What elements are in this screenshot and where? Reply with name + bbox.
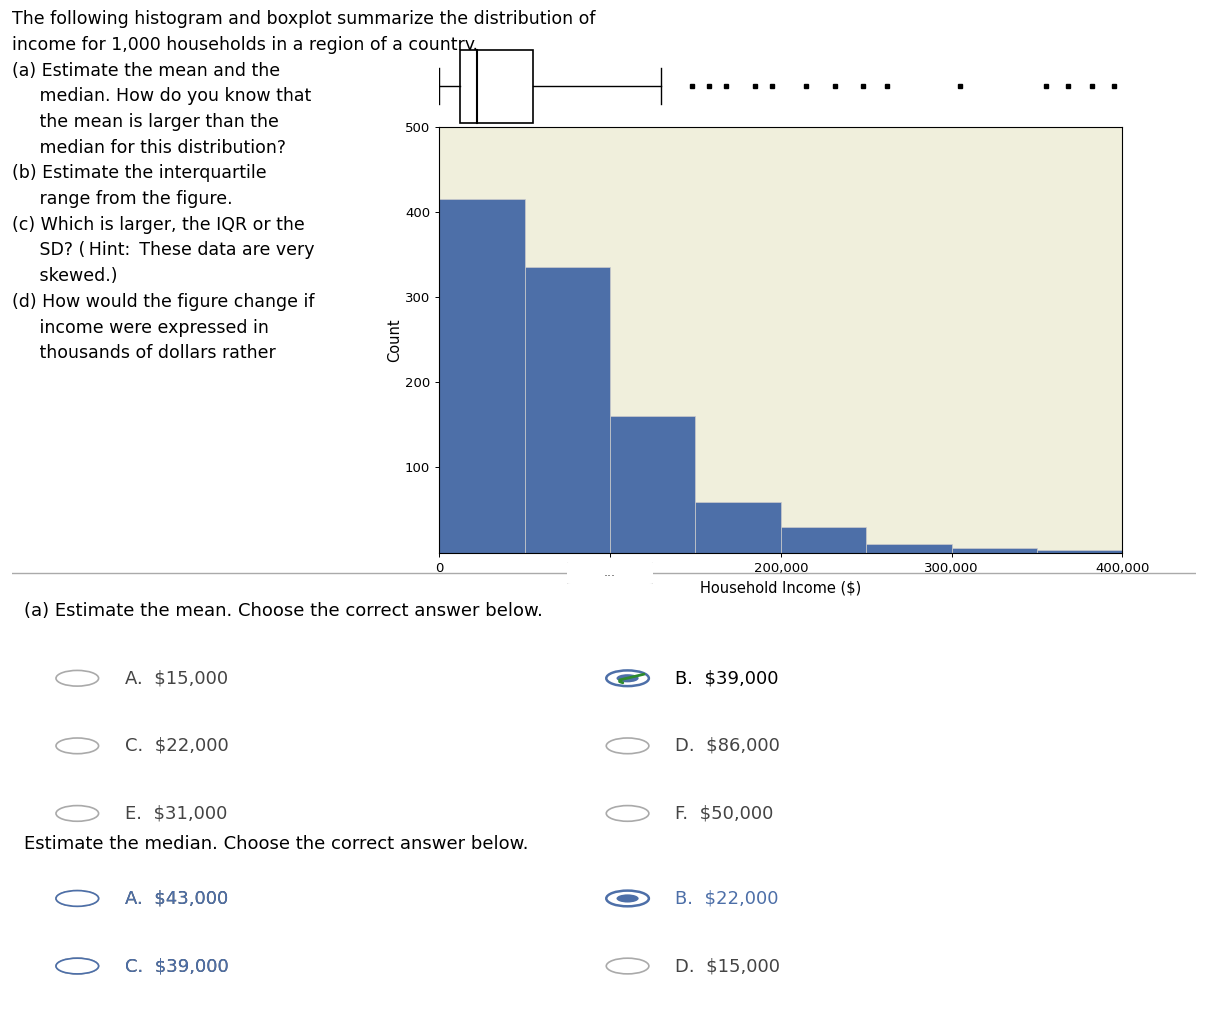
Circle shape bbox=[56, 890, 99, 907]
Text: A.  $43,000: A. $43,000 bbox=[124, 889, 228, 908]
X-axis label: Household Income ($): Household Income ($) bbox=[700, 580, 861, 595]
Circle shape bbox=[56, 738, 99, 753]
Text: Estimate the median. Choose the correct answer below.: Estimate the median. Choose the correct … bbox=[24, 836, 528, 853]
FancyBboxPatch shape bbox=[565, 561, 655, 585]
Circle shape bbox=[56, 958, 99, 973]
Circle shape bbox=[616, 894, 638, 902]
Bar bbox=[866, 545, 952, 553]
Circle shape bbox=[606, 738, 649, 753]
Bar bbox=[781, 527, 866, 553]
Bar bbox=[439, 199, 525, 553]
Bar bbox=[610, 417, 695, 553]
Text: E.  $31,000: E. $31,000 bbox=[124, 804, 227, 822]
Text: ...: ... bbox=[604, 567, 616, 579]
Text: C.  $39,000: C. $39,000 bbox=[124, 957, 228, 975]
Text: A.  $15,000: A. $15,000 bbox=[124, 669, 228, 687]
Text: F.  $50,000: F. $50,000 bbox=[675, 804, 773, 822]
Text: C.  $39,000: C. $39,000 bbox=[124, 957, 228, 975]
Bar bbox=[695, 502, 781, 553]
Text: D.  $86,000: D. $86,000 bbox=[675, 737, 780, 754]
Text: B.  $22,000: B. $22,000 bbox=[675, 889, 778, 908]
Bar bbox=[952, 549, 1037, 553]
Text: A.  $43,000: A. $43,000 bbox=[124, 889, 228, 908]
Circle shape bbox=[606, 670, 649, 686]
Text: C.  $22,000: C. $22,000 bbox=[124, 737, 228, 754]
Text: (a) Estimate the mean. Choose the correct answer below.: (a) Estimate the mean. Choose the correc… bbox=[24, 602, 543, 620]
Text: The following histogram and boxplot summarize the distribution of
income for 1,0: The following histogram and boxplot summ… bbox=[12, 10, 595, 362]
Bar bbox=[460, 50, 533, 123]
Text: B.  $39,000: B. $39,000 bbox=[675, 669, 778, 687]
Bar bbox=[1037, 550, 1122, 553]
Circle shape bbox=[56, 958, 99, 973]
Circle shape bbox=[56, 805, 99, 821]
Circle shape bbox=[616, 674, 638, 682]
Circle shape bbox=[56, 890, 99, 907]
Text: D.  $15,000: D. $15,000 bbox=[675, 957, 780, 975]
Bar bbox=[525, 268, 610, 553]
Circle shape bbox=[606, 890, 649, 907]
Circle shape bbox=[606, 805, 649, 821]
Circle shape bbox=[606, 958, 649, 973]
Circle shape bbox=[56, 670, 99, 686]
Y-axis label: Count: Count bbox=[387, 317, 403, 362]
